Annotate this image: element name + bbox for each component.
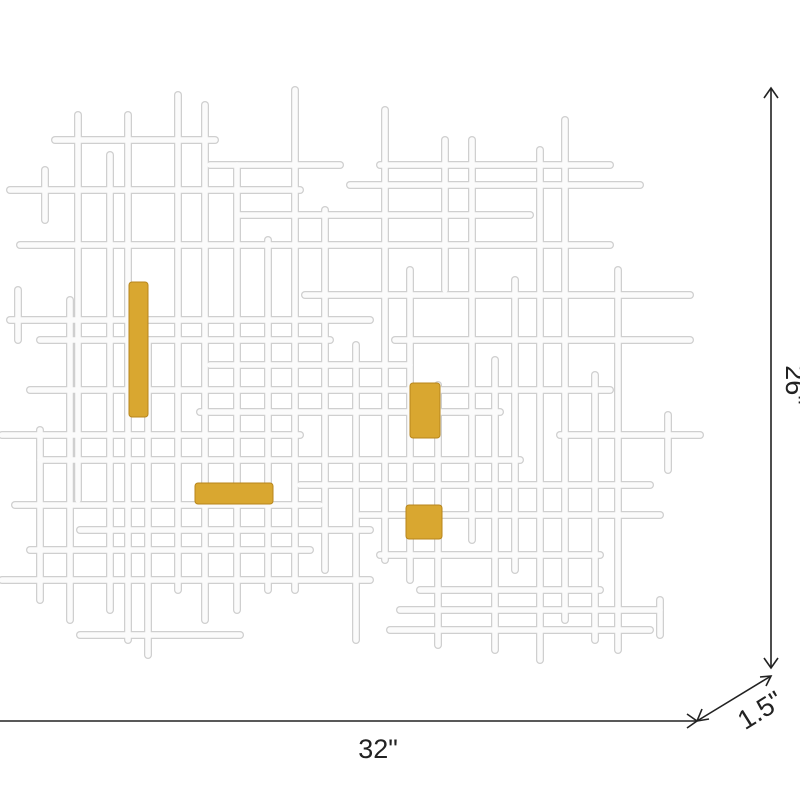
height-label: 26" <box>780 365 800 405</box>
arrow <box>763 86 779 99</box>
width-label: 32" <box>358 734 398 764</box>
gold-accent <box>194 482 274 505</box>
arrow <box>763 657 779 670</box>
dimension-lines <box>0 86 779 729</box>
gold-accents <box>128 281 443 540</box>
gold-accent <box>128 281 149 418</box>
depth-line <box>696 675 772 722</box>
gold-accent <box>405 504 443 540</box>
arrow <box>695 708 710 723</box>
gold-accent <box>409 382 441 439</box>
wall-sculpture <box>0 86 704 664</box>
arrow <box>759 675 773 687</box>
